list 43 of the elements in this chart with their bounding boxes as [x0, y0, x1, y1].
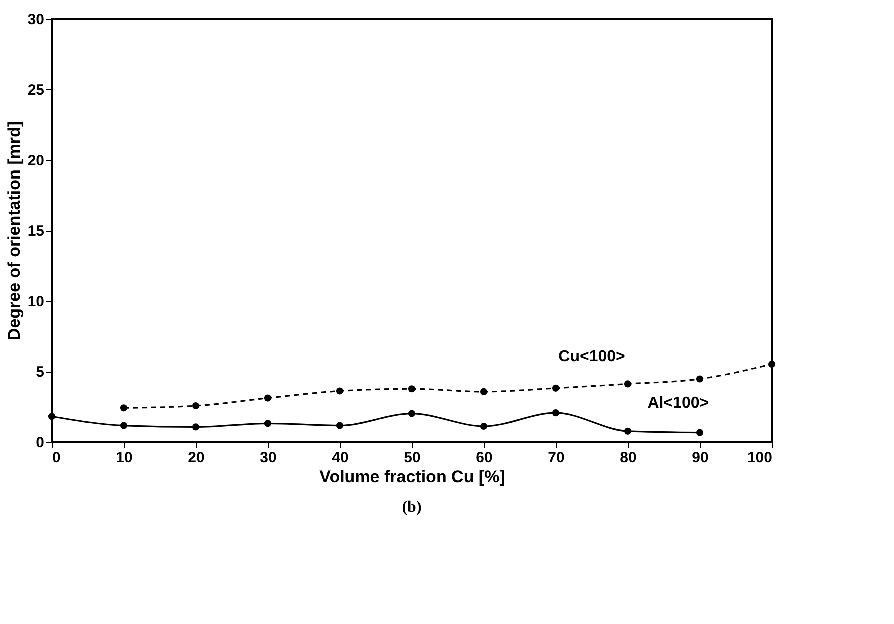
- point: [192, 402, 200, 410]
- point: [624, 428, 632, 435]
- x-tick-label: 0: [52, 450, 61, 466]
- x-tick-label: 20: [188, 450, 205, 466]
- point: [264, 420, 272, 428]
- annotation: Cu<100>: [558, 348, 626, 366]
- x-tick-label: 100: [747, 450, 772, 466]
- point: [120, 422, 128, 430]
- point: [768, 360, 776, 368]
- text: (b): [402, 499, 422, 516]
- y-axis-title: Degree of orientation [mrd]: [4, 121, 24, 341]
- point: [264, 394, 272, 402]
- point: [696, 376, 704, 383]
- point: [408, 386, 416, 393]
- point: [120, 404, 128, 412]
- x-tick-label: 70: [548, 450, 565, 466]
- point: [48, 413, 56, 420]
- point: [192, 424, 200, 431]
- x-tick-label: 30: [260, 450, 277, 466]
- x-tick-label: 90: [692, 450, 709, 466]
- point: [552, 384, 560, 392]
- x-tick-label: 80: [620, 450, 637, 466]
- point: [336, 388, 344, 395]
- x-tick-label: 10: [116, 450, 133, 466]
- point: [552, 410, 560, 417]
- y-tick-label: 0: [36, 434, 44, 452]
- y-tick-label: 5: [36, 364, 44, 381]
- point: [480, 388, 488, 396]
- x-tick-label: 50: [404, 450, 421, 466]
- y-tick-label: 25: [28, 82, 44, 99]
- y-tick-label: 10: [28, 294, 44, 310]
- point: [336, 422, 344, 430]
- annotation: Al<100>: [648, 394, 710, 412]
- y-tick-label: 30: [28, 12, 44, 28]
- y-tick-label: 15: [28, 223, 44, 240]
- point: [624, 380, 632, 388]
- point: [408, 410, 416, 418]
- y-tick-label: 20: [28, 152, 44, 170]
- x-axis-title: Volume fraction Cu [%]: [320, 468, 506, 486]
- point: [480, 422, 488, 430]
- point: [696, 429, 704, 436]
- x-tick-label: 60: [476, 450, 493, 466]
- x-tick-label: 40: [332, 450, 349, 466]
